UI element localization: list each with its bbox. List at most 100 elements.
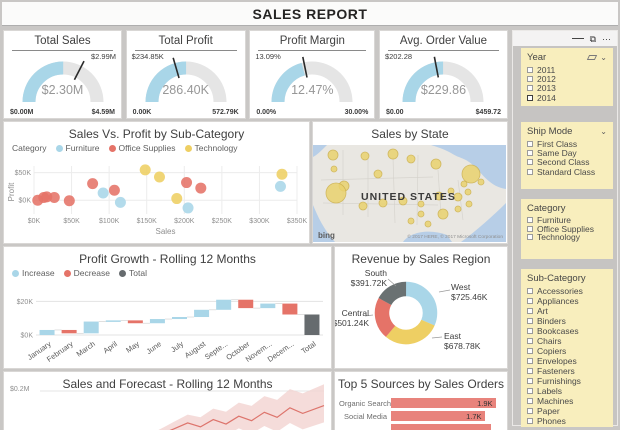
slicer-category[interactable]: Category Furniture Office Supplies Technolo… [521, 199, 613, 259]
legend-item[interactable]: Technology [184, 143, 238, 153]
chevron-down-icon[interactable]: ⌄ [600, 52, 607, 62]
waterfall-bar[interactable] [83, 321, 99, 334]
kpi-card-2[interactable]: Profit Margin 13.09% 12.47% 0.00% 30.00% [250, 31, 375, 118]
slicer-sub-category[interactable]: Sub-Category Accessories Appliances Art Bind… [521, 269, 613, 427]
checkbox[interactable] [527, 338, 533, 344]
source-bar[interactable] [391, 424, 491, 430]
slicer-item[interactable]: Furniture [527, 215, 607, 225]
slicer-item[interactable]: Technology [527, 232, 607, 242]
checkbox[interactable] [527, 75, 533, 82]
checkbox[interactable] [527, 358, 533, 364]
checkbox[interactable] [527, 140, 533, 147]
map-bubble[interactable] [430, 158, 442, 170]
scatter-point[interactable] [171, 193, 183, 205]
slicer-item[interactable]: Standard Class [527, 167, 607, 177]
slicer-item[interactable]: Same Day [527, 148, 607, 158]
us-map[interactable]: UNITED STATES bing © 2017 HERE, © 2017 Mic… [313, 145, 506, 242]
checkbox[interactable] [527, 94, 533, 101]
checkbox[interactable] [527, 217, 533, 224]
slicer-item[interactable]: 2013 [527, 83, 607, 93]
map-bubble[interactable] [464, 188, 472, 196]
slicer-item[interactable]: Chairs [527, 336, 607, 346]
map-bubble[interactable] [460, 180, 468, 188]
forecast-panel[interactable]: Sales and Forecast - Rolling 12 Months $… [4, 372, 331, 430]
slicer-item[interactable]: Paper [527, 406, 607, 416]
checkbox[interactable] [527, 225, 533, 232]
scatter-point[interactable] [182, 202, 194, 214]
scatter-point[interactable] [276, 168, 288, 180]
bing-logo[interactable]: bing [318, 231, 335, 240]
checkbox[interactable] [527, 85, 533, 92]
scatter-point[interactable] [274, 180, 286, 192]
checkbox[interactable] [527, 348, 533, 354]
map-bubble[interactable] [373, 169, 383, 179]
slicer-item[interactable]: Machines [527, 396, 607, 406]
checkbox[interactable] [527, 298, 533, 304]
checkbox[interactable] [527, 308, 533, 314]
scatter-point[interactable] [87, 178, 99, 190]
map-bubble[interactable] [378, 198, 388, 208]
map-bubble[interactable] [453, 192, 463, 202]
checkbox[interactable] [527, 418, 533, 424]
chevron-down-icon[interactable]: ⌄ [600, 126, 607, 136]
map-bubble[interactable] [434, 191, 444, 201]
checkbox[interactable] [527, 318, 533, 324]
donut-panel[interactable]: Revenue by Sales Region West $725.46K East… [335, 247, 507, 368]
waterfall-bar[interactable] [61, 329, 77, 334]
map-bubble[interactable] [417, 200, 425, 208]
slicer-item[interactable]: First Class [527, 139, 607, 149]
scatter-point[interactable] [181, 177, 193, 189]
checkbox[interactable] [527, 159, 533, 166]
slicer-item[interactable]: Binders [527, 316, 607, 326]
source-bar[interactable]: 1.7K [391, 411, 485, 421]
map-bubble[interactable] [465, 200, 473, 208]
waterfall-bar[interactable] [105, 320, 121, 322]
scatter-point[interactable] [97, 187, 109, 199]
source-bar[interactable]: 1.9K [391, 398, 496, 408]
checkbox[interactable] [527, 149, 533, 156]
waterfall-bar[interactable] [260, 303, 276, 309]
scatter-panel[interactable]: Sales Vs. Profit by Sub-Category Categor… [4, 122, 309, 243]
scatter-point[interactable] [153, 171, 165, 183]
slicer-year[interactable]: Year ⌄ 2011 2012 2013 2014 [521, 48, 613, 106]
waterfall-bar[interactable] [127, 320, 143, 324]
map-bubble[interactable] [424, 220, 432, 228]
legend-item[interactable]: Decrease [63, 268, 110, 278]
waterfall-bar[interactable] [304, 314, 320, 335]
legend-item[interactable]: Office Supplies [108, 143, 176, 153]
map-bubble[interactable] [325, 182, 347, 204]
map-bubble[interactable] [330, 165, 338, 173]
slicer-item[interactable]: Envelopes [527, 356, 607, 366]
scatter-point[interactable] [108, 184, 120, 196]
slicer-ship-mode[interactable]: Ship Mode ⌄ First Class Same Day Second Clas… [521, 122, 613, 189]
checkbox[interactable] [527, 168, 533, 175]
checkbox[interactable] [527, 388, 533, 394]
waterfall-bar[interactable] [194, 309, 210, 318]
eraser-icon[interactable] [587, 55, 598, 60]
checkbox[interactable] [527, 368, 533, 374]
map-bubble[interactable] [477, 178, 485, 186]
map-bubble[interactable] [437, 208, 449, 220]
slicer-item[interactable]: Labels [527, 386, 607, 396]
checkbox[interactable] [527, 378, 533, 384]
map-bubble[interactable] [461, 164, 481, 184]
slicer-item[interactable]: 2014 [527, 93, 607, 103]
slicer-item[interactable]: Furnishings [527, 376, 607, 386]
sources-panel[interactable]: Top 5 Sources by Sales Orders Organic Se… [335, 372, 507, 430]
legend-item[interactable]: Furniture [55, 143, 100, 153]
slicer-item[interactable]: Bookcases [527, 326, 607, 336]
map-panel[interactable]: Sales by State UNITED STATES bing © 2017 H… [313, 122, 507, 243]
waterfall-panel[interactable]: Profit Growth - Rolling 12 Months Increa… [4, 247, 331, 368]
more-options-icon[interactable]: ··· [602, 33, 611, 44]
map-bubble[interactable] [387, 148, 399, 160]
slicer-item[interactable]: 2012 [527, 74, 607, 84]
kpi-card-0[interactable]: Total Sales $2.99M $2.30M $0.00M $4.59M [4, 31, 121, 118]
waterfall-bar[interactable] [39, 329, 55, 335]
kpi-card-1[interactable]: Total Profit $234.85K 286.40K 0.00K 572.79K [126, 31, 245, 118]
map-bubble[interactable] [454, 205, 462, 213]
slicer-item[interactable]: Art [527, 306, 607, 316]
waterfall-bar[interactable] [238, 299, 254, 309]
map-bubble[interactable] [358, 201, 368, 211]
checkbox[interactable] [527, 234, 533, 241]
slicer-item[interactable]: Office Supplies [527, 224, 607, 234]
